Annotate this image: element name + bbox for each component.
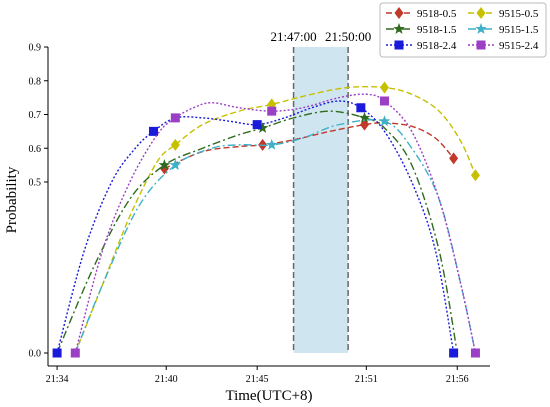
legend-label: 9518-2.4: [417, 40, 457, 52]
data-point: [70, 348, 80, 358]
x-tick-label: 21:34: [46, 374, 69, 385]
series-9515-0.5: [74, 81, 480, 354]
legend-item: 9515-2.4: [468, 40, 539, 52]
y-tick-label: 0.5: [29, 178, 42, 189]
data-point: [356, 103, 366, 113]
data-point: [470, 169, 480, 182]
data-point: [380, 81, 390, 94]
data-point: [358, 111, 371, 123]
data-point: [267, 106, 277, 116]
series-line: [164, 122, 455, 170]
highlight-start-label: 21:47:00: [270, 29, 316, 44]
y-tick-label: 0.8: [29, 76, 42, 87]
data-point: [266, 138, 278, 150]
legend-label: 9518-0.5: [417, 8, 457, 20]
data-point: [52, 348, 62, 358]
legend-label: 9515-1.5: [499, 24, 539, 36]
y-tick-label: 0.0: [29, 349, 42, 360]
legend-label: 9515-0.5: [499, 8, 539, 20]
legend-item: 9515-1.5: [468, 23, 539, 36]
legend-label: 9518-1.5: [417, 24, 457, 36]
data-point: [170, 113, 180, 123]
series-layer: [52, 81, 480, 358]
legend-box: [379, 2, 547, 58]
series-line: [74, 85, 477, 354]
series-line: [74, 119, 477, 354]
legend-item: 9518-2.4: [386, 40, 457, 52]
data-point: [169, 159, 182, 170]
series-line: [74, 93, 477, 354]
data-point: [378, 115, 391, 127]
x-tick-label: 21:40: [155, 374, 178, 385]
legend-marker: [393, 23, 405, 34]
data-point: [148, 126, 158, 136]
x-ticks: 21:34 21:40 21:45 21:51 21:56: [46, 366, 469, 385]
x-tick-label: 21:51: [355, 374, 378, 385]
legend-marker: [394, 40, 404, 50]
x-axis-label: Time(UTC+8): [225, 388, 312, 404]
y-tick-label: 0.7: [29, 110, 42, 121]
y-tick-label: 0.9: [29, 43, 42, 54]
data-point: [449, 348, 459, 358]
legend-item: 9515-0.5: [468, 7, 539, 20]
legend-marker: [476, 40, 486, 50]
legend-item: 9518-1.5: [386, 23, 457, 36]
data-point: [470, 348, 480, 358]
data-point: [256, 122, 269, 133]
series-9515-1.5: [74, 115, 477, 354]
data-point: [170, 138, 180, 151]
legend-label: 9515-2.4: [499, 40, 539, 52]
x-tick-label: 21:45: [246, 374, 269, 385]
data-point: [252, 120, 262, 130]
highlight-end-label: 21:50:00: [325, 29, 371, 44]
x-tick-label: 21:56: [446, 374, 469, 385]
y-axis-label: Probability: [4, 166, 20, 233]
legend: 9518-0.5 9515-0.5 9518-1.5 9515-1.5 9518-2.4…: [379, 2, 547, 58]
legend-marker: [476, 7, 486, 19]
y-ticks: 0.0 0.5 0.6 0.7 0.8 0.9: [29, 43, 48, 360]
data-point: [380, 96, 390, 106]
series-9518-1.5: [56, 110, 458, 354]
y-tick-label: 0.6: [29, 144, 42, 155]
series-9518-2.4: [52, 100, 459, 358]
legend-item: 9518-0.5: [386, 7, 457, 20]
legend-marker: [394, 7, 404, 19]
series-9515-2.4: [70, 93, 480, 358]
data-point: [158, 159, 171, 170]
legend-marker: [475, 23, 487, 34]
data-point: [449, 152, 459, 165]
series-line: [56, 110, 458, 354]
